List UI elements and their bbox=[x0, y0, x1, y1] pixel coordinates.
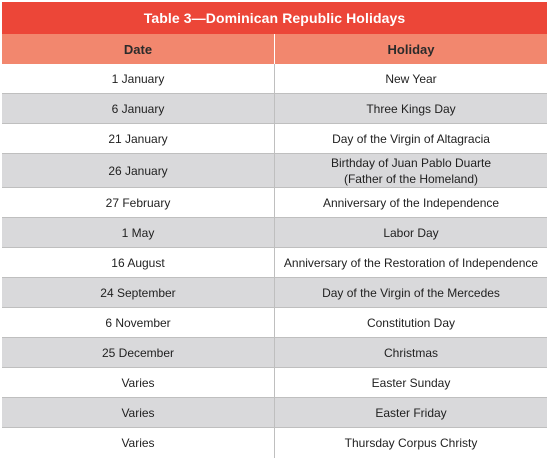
date-cell: 26 January bbox=[2, 154, 275, 187]
holiday-cell: Constitution Day bbox=[366, 315, 456, 330]
holiday-text-line-2: (Father of the Homeland) bbox=[343, 171, 479, 186]
table-row: 1 May Labor Day bbox=[2, 218, 547, 248]
holiday-text-line-1: Birthday of Juan Pablo Duarte bbox=[330, 155, 492, 170]
date-cell: Varies bbox=[2, 398, 275, 427]
holiday-cell: Birthday of Juan Pablo Duarte (Father of… bbox=[275, 154, 547, 187]
table-row: 16 August Anniversary of the Restoration… bbox=[2, 248, 547, 278]
date-cell: 6 January bbox=[2, 94, 275, 123]
table-row: 21 January Day of the Virgin of Altagrac… bbox=[2, 124, 547, 154]
holiday-cell: Day of the Virgin of the Mercedes bbox=[322, 285, 500, 300]
table-header-row: Date Holiday bbox=[2, 34, 547, 64]
holiday-cell: Easter Friday bbox=[375, 405, 447, 420]
table-row: 25 December Christmas bbox=[2, 338, 547, 368]
date-cell: 1 May bbox=[2, 218, 275, 247]
holiday-cell: Labor Day bbox=[383, 225, 439, 240]
holiday-cell: Easter Sunday bbox=[371, 375, 451, 390]
date-cell: 27 February bbox=[2, 188, 275, 217]
table-row: 1 January New Year bbox=[2, 64, 547, 94]
date-cell: Varies bbox=[2, 428, 275, 458]
table-row: Varies Easter Friday bbox=[2, 398, 547, 428]
table-row: Varies Easter Sunday bbox=[2, 368, 547, 398]
table-row: Varies Thursday Corpus Christy bbox=[2, 428, 547, 458]
table-row: 6 November Constitution Day bbox=[2, 308, 547, 338]
table-title: Table 3—Dominican Republic Holidays bbox=[2, 2, 547, 34]
holiday-cell: Anniversary of the Restoration of Indepe… bbox=[283, 255, 539, 270]
holiday-cell: Three Kings Day bbox=[366, 101, 456, 116]
holiday-cell: Christmas bbox=[383, 345, 438, 360]
date-cell: Varies bbox=[2, 368, 275, 397]
table-row: 26 January Birthday of Juan Pablo Duarte… bbox=[2, 154, 547, 188]
date-cell: 6 November bbox=[2, 308, 275, 337]
holiday-cell: Anniversary of the Independence bbox=[322, 195, 500, 210]
table-row: 6 January Three Kings Day bbox=[2, 94, 547, 124]
date-cell: 25 December bbox=[2, 338, 275, 367]
date-cell: 24 September bbox=[2, 278, 275, 307]
holiday-cell: Day of the Virgin of Altagracia bbox=[332, 131, 490, 146]
holidays-table: Table 3—Dominican Republic Holidays Date… bbox=[2, 2, 547, 458]
column-header-date: Date bbox=[2, 34, 275, 64]
table-row: 24 September Day of the Virgin of the Me… bbox=[2, 278, 547, 308]
table-row: 27 February Anniversary of the Independe… bbox=[2, 188, 547, 218]
holiday-cell: New Year bbox=[385, 71, 437, 86]
date-cell: 1 January bbox=[2, 64, 275, 93]
holiday-cell: Thursday Corpus Christy bbox=[344, 436, 478, 450]
date-cell: 21 January bbox=[2, 124, 275, 153]
date-cell: 16 August bbox=[2, 248, 275, 277]
column-header-holiday: Holiday bbox=[387, 41, 435, 57]
